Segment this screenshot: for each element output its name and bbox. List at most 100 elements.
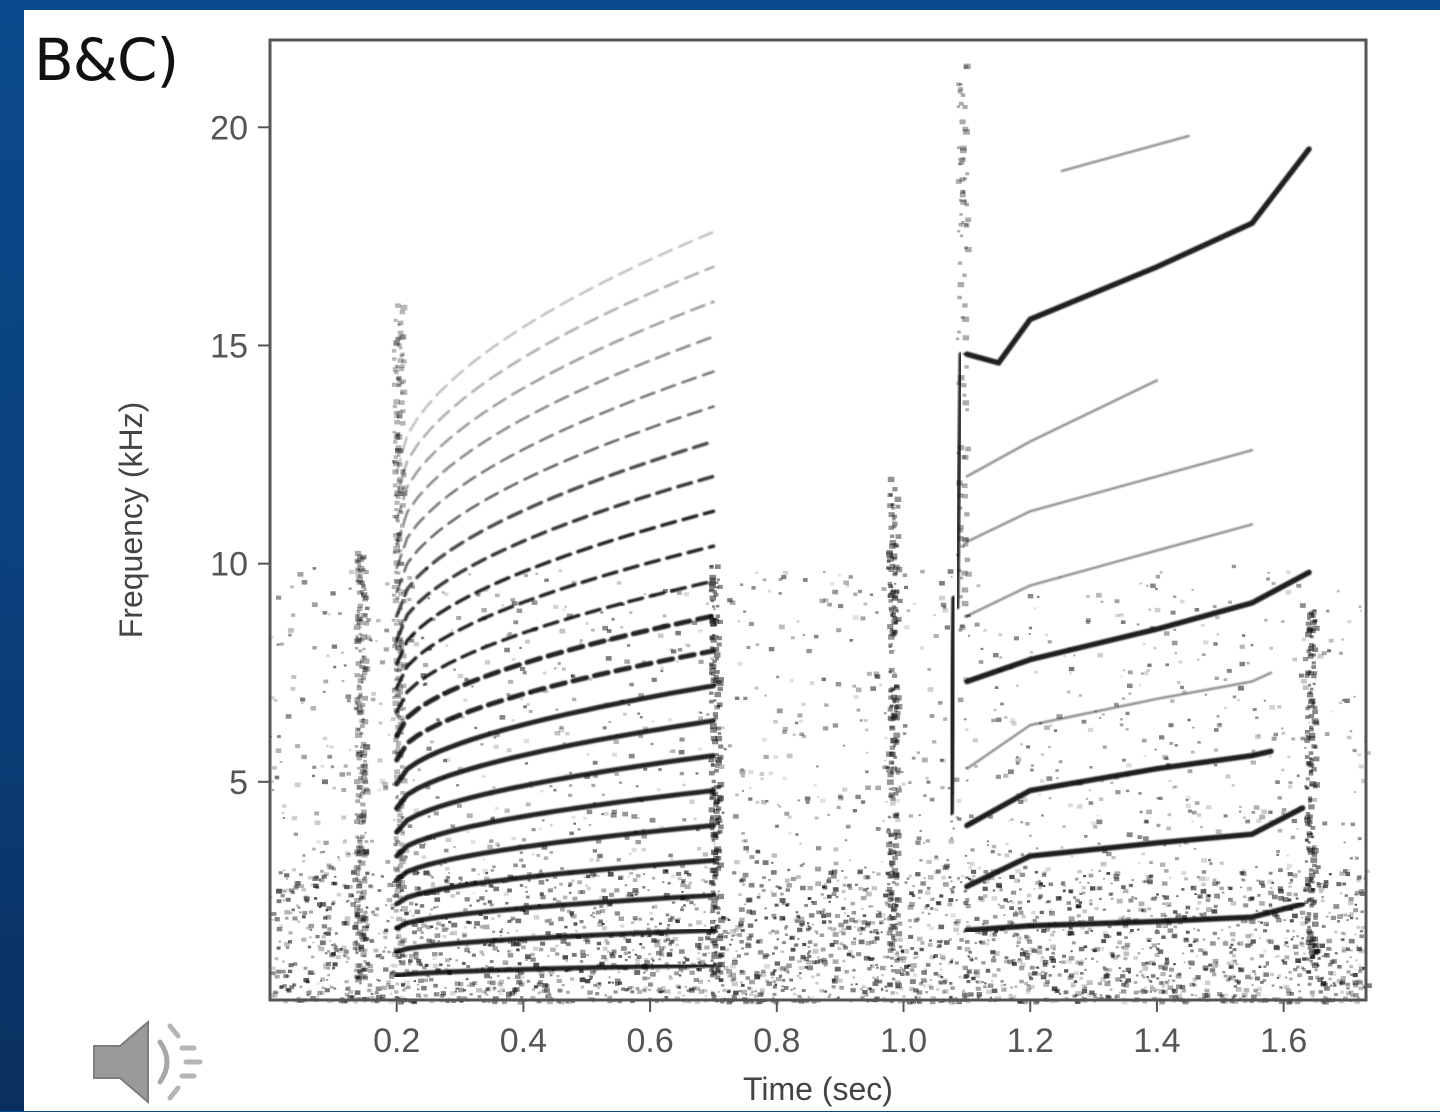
noise-speck [637, 817, 640, 819]
noise-speck [489, 903, 494, 907]
noise-speck [1307, 958, 1310, 962]
noise-speck [359, 731, 364, 735]
noise-speck [363, 569, 369, 575]
noise-speck [1085, 620, 1091, 625]
noise-speck [786, 963, 792, 968]
noise-speck [790, 988, 793, 991]
noise-speck [1208, 963, 1213, 967]
noise-speck [1181, 999, 1186, 1004]
noise-speck [794, 919, 800, 924]
noise-speck [629, 871, 634, 875]
noise-speck [1308, 751, 1314, 755]
noise-speck [399, 523, 405, 528]
noise-speck [884, 765, 889, 769]
noise-speck [396, 916, 402, 922]
noise-speck [1297, 870, 1301, 873]
noise-speck [727, 598, 733, 603]
noise-speck [833, 927, 837, 931]
noise-speck [888, 927, 894, 932]
noise-speck [308, 988, 312, 992]
noise-speck [361, 583, 366, 588]
noise-speck [1197, 740, 1201, 744]
noise-speck [908, 874, 913, 878]
noise-speck [709, 819, 716, 824]
noise-speck [816, 956, 820, 959]
noise-speck [884, 759, 887, 762]
noise-speck [893, 875, 900, 881]
noise-speck [1199, 912, 1202, 915]
noise-speck [832, 723, 839, 728]
noise-speck [677, 986, 681, 989]
noise-speck [1162, 902, 1166, 905]
noise-speck [1099, 946, 1104, 951]
noise-speck [504, 808, 510, 813]
noise-speck [753, 994, 758, 998]
noise-speck [1084, 834, 1088, 838]
noise-speck [1307, 823, 1312, 827]
noise-speck [343, 980, 348, 984]
noise-speck [887, 624, 894, 630]
noise-speck [822, 896, 827, 900]
noise-speck [359, 982, 362, 985]
noise-speck [891, 611, 896, 615]
noise-speck [716, 636, 722, 641]
noise-speck [341, 815, 347, 820]
noise-speck [1218, 722, 1222, 726]
noise-speck [1131, 879, 1134, 882]
noise-speck [1292, 657, 1298, 662]
noise-speck [888, 645, 892, 648]
noise-speck [686, 643, 691, 648]
noise-speck [1144, 820, 1149, 824]
noise-speck [443, 848, 449, 853]
noise-speck [712, 875, 718, 880]
noise-speck [893, 571, 898, 575]
noise-speck [805, 927, 811, 932]
noise-speck [1194, 994, 1198, 997]
noise-speck [1115, 977, 1121, 982]
noise-speck [332, 945, 337, 950]
noise-speck [614, 978, 621, 984]
noise-speck [761, 888, 766, 893]
noise-speck [286, 988, 292, 993]
noise-speck [1069, 672, 1072, 675]
noise-speck [1346, 970, 1351, 974]
noise-speck [393, 707, 399, 712]
noise-speck [773, 916, 777, 920]
noise-speck [359, 768, 367, 774]
noise-speck [895, 703, 903, 710]
noise-speck [1297, 973, 1303, 978]
noise-speck [1268, 871, 1273, 875]
noise-speck [545, 995, 548, 998]
noise-speck [887, 982, 893, 987]
noise-speck [1307, 982, 1312, 986]
noise-speck [279, 940, 282, 943]
noise-speck [960, 874, 965, 878]
noise-speck [943, 978, 949, 982]
noise-speck [1313, 671, 1318, 675]
noise-speck [919, 947, 924, 952]
noise-speck [1346, 735, 1352, 740]
noise-speck [1219, 861, 1224, 865]
noise-speck [891, 712, 896, 717]
noise-speck [406, 985, 411, 990]
noise-speck [1003, 773, 1009, 778]
noise-speck [412, 940, 417, 944]
noise-speck [927, 874, 934, 880]
noise-speck [1203, 876, 1210, 882]
noise-speck [467, 831, 470, 833]
noise-speck [1270, 972, 1275, 977]
noise-speck [730, 978, 735, 982]
noise-speck [632, 916, 638, 921]
noise-speck [1312, 942, 1319, 949]
noise-speck [920, 569, 925, 574]
noise-speck [436, 905, 439, 908]
noise-speck [868, 987, 872, 990]
noise-speck [1020, 743, 1023, 746]
noise-speck [356, 844, 361, 849]
noise-speck [826, 894, 832, 899]
noise-speck [360, 938, 365, 942]
noise-speck [289, 985, 295, 990]
noise-speck [1357, 837, 1362, 841]
noise-speck [1203, 640, 1209, 645]
noise-speck [1358, 889, 1364, 894]
